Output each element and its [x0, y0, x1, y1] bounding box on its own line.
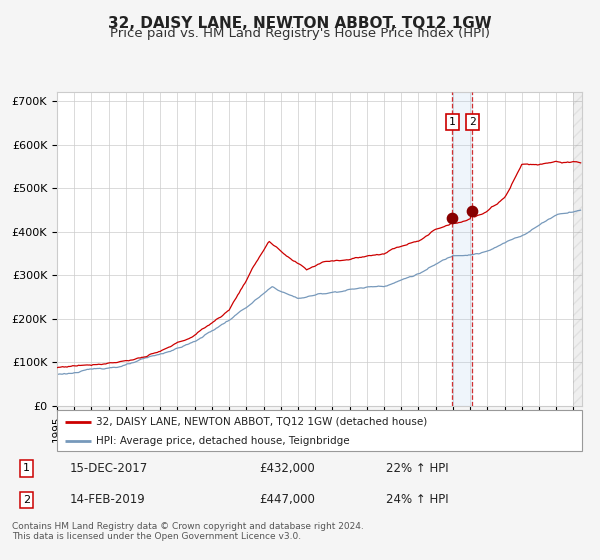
FancyBboxPatch shape	[57, 410, 582, 451]
Text: Price paid vs. HM Land Registry's House Price Index (HPI): Price paid vs. HM Land Registry's House …	[110, 27, 490, 40]
Text: Contains HM Land Registry data © Crown copyright and database right 2024.
This d: Contains HM Land Registry data © Crown c…	[12, 522, 364, 542]
Text: HPI: Average price, detached house, Teignbridge: HPI: Average price, detached house, Teig…	[97, 436, 350, 446]
Point	[467, 207, 477, 216]
Point	[448, 213, 457, 222]
Text: 1: 1	[449, 117, 455, 127]
Bar	[452, 92, 472, 406]
Text: 2: 2	[469, 117, 476, 127]
Bar	[574, 92, 590, 406]
Text: 24% ↑ HPI: 24% ↑ HPI	[386, 493, 449, 506]
Text: £432,000: £432,000	[260, 462, 316, 475]
Text: 32, DAISY LANE, NEWTON ABBOT, TQ12 1GW: 32, DAISY LANE, NEWTON ABBOT, TQ12 1GW	[108, 16, 492, 31]
Text: 2: 2	[23, 495, 30, 505]
Text: 22% ↑ HPI: 22% ↑ HPI	[386, 462, 449, 475]
Text: 15-DEC-2017: 15-DEC-2017	[70, 462, 148, 475]
Text: 1: 1	[23, 464, 30, 473]
Text: 32, DAISY LANE, NEWTON ABBOT, TQ12 1GW (detached house): 32, DAISY LANE, NEWTON ABBOT, TQ12 1GW (…	[97, 417, 428, 427]
Text: £447,000: £447,000	[260, 493, 316, 506]
Text: 14-FEB-2019: 14-FEB-2019	[70, 493, 145, 506]
